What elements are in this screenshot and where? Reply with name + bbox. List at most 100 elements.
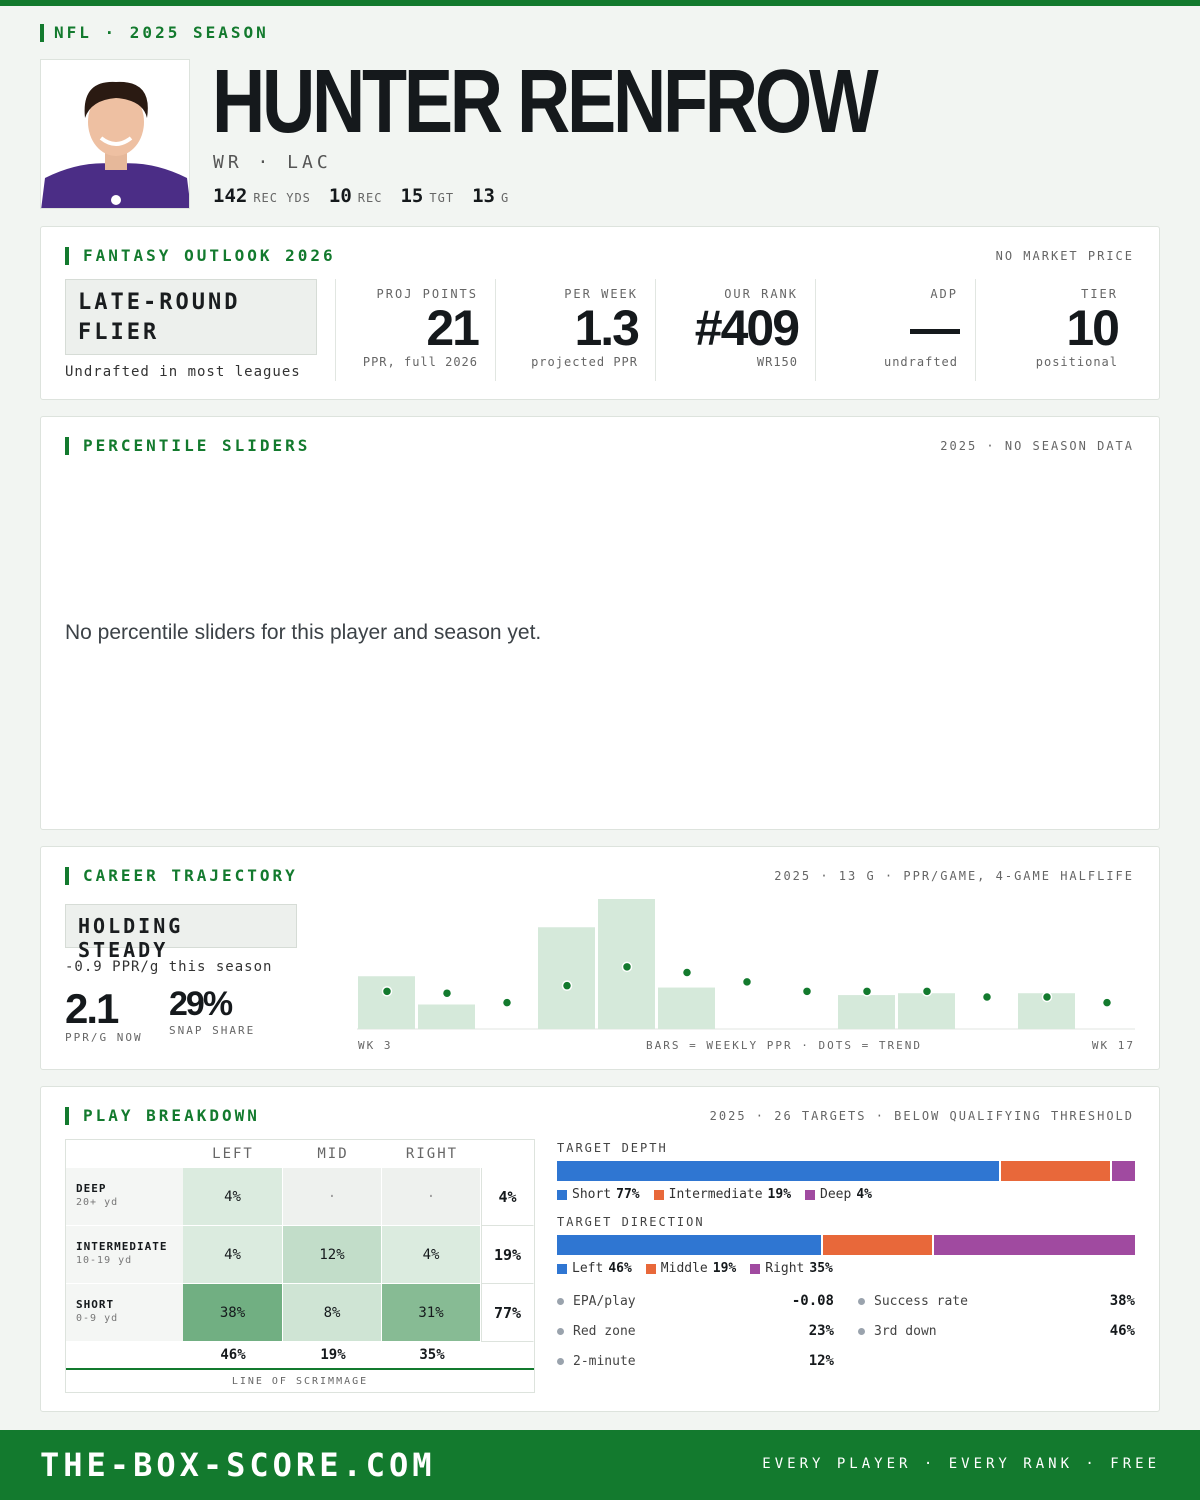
header-stat: 13 G xyxy=(472,185,509,207)
metric-label: OUR RANK xyxy=(724,287,798,301)
row-total: 4% xyxy=(481,1168,534,1226)
stat-label: REC YDS xyxy=(253,191,311,205)
stat-row: Success rate 38% xyxy=(858,1293,1135,1309)
stat-value: 46% xyxy=(1109,1323,1135,1339)
stat-dot xyxy=(557,1297,564,1305)
trend-dot xyxy=(981,991,993,1003)
site-name: THE-BOX-SCORE.COM xyxy=(40,1446,436,1484)
trend-dot xyxy=(621,961,633,973)
legend-item: Left 46% xyxy=(557,1261,632,1276)
section-note: NO MARKET PRICE xyxy=(995,249,1134,263)
section-note: 2025 · NO SEASON DATA xyxy=(940,439,1134,453)
legend-swatch xyxy=(557,1189,567,1200)
header-stat: 15 TGT xyxy=(400,185,454,207)
trend-dot xyxy=(441,987,453,999)
column-total: 46% xyxy=(220,1347,246,1363)
stacked-bar xyxy=(557,1235,1136,1255)
legend-value: 35% xyxy=(809,1261,833,1276)
legend-item: Short 77% xyxy=(557,1187,640,1202)
metric-value: — xyxy=(910,300,960,356)
legend-item: Middle 19% xyxy=(645,1261,737,1276)
legend-name: Left xyxy=(572,1261,604,1276)
badge-note: Undrafted in most leagues xyxy=(65,364,301,380)
legend-name: Deep xyxy=(820,1187,852,1202)
bar-segment xyxy=(1112,1161,1135,1181)
heat-cell: 31% xyxy=(382,1284,481,1342)
stat-value: 12% xyxy=(808,1353,834,1369)
legend-value: 4% xyxy=(856,1187,872,1202)
stat-value: 13 xyxy=(472,185,495,207)
metric-label: PROJ POINTS xyxy=(376,287,478,301)
section-note: 2025 · 26 TARGETS · BELOW QUALIFYING THR… xyxy=(709,1109,1134,1123)
footer: THE-BOX-SCORE.COM EVERY PLAYER · EVERY R… xyxy=(0,1430,1200,1500)
row-name: SHORT xyxy=(76,1298,115,1311)
metric-label: ADP xyxy=(930,287,958,301)
row-label: SHORT 0-9 yd xyxy=(66,1284,183,1342)
metric-value: 1.3 xyxy=(574,300,640,356)
weekly-bar xyxy=(838,995,895,1029)
header-stat: 10 REC xyxy=(329,185,383,207)
stat-dot xyxy=(858,1297,865,1305)
row-total: 77% xyxy=(481,1284,534,1342)
column-total: 19% xyxy=(320,1347,346,1363)
weekly-bar xyxy=(538,927,595,1029)
bar-segment xyxy=(823,1235,933,1255)
player-photo xyxy=(40,59,190,209)
metric-label: PER WEEK xyxy=(564,287,638,301)
percentile-card: PERCENTILE SLIDERS 2025 · NO SEASON DATA… xyxy=(40,416,1160,830)
column-total: 35% xyxy=(419,1347,445,1363)
metric: TIER 10 positional xyxy=(975,279,1135,381)
trend-dot xyxy=(741,976,753,988)
section-title: CAREER TRAJECTORY xyxy=(65,867,298,885)
trend-dot xyxy=(801,986,813,997)
heat-cell: · xyxy=(382,1168,481,1226)
column-label: LEFT xyxy=(212,1146,254,1162)
weekly-bar xyxy=(898,993,955,1029)
breakdown-card: PLAY BREAKDOWN 2025 · 26 TARGETS · BELOW… xyxy=(40,1086,1160,1412)
ppr-now: 2.1 xyxy=(65,985,119,1032)
legend-name: Middle xyxy=(660,1261,708,1276)
legend-item: Right 35% xyxy=(750,1261,833,1276)
section-title: FANTASY OUTLOOK 2026 xyxy=(65,247,336,265)
stacked-bar xyxy=(557,1161,1135,1181)
chart-legend: BARS = WEEKLY PPR · DOTS = TREND xyxy=(646,1039,922,1052)
column-label: MID xyxy=(317,1146,349,1162)
heat-cell: 12% xyxy=(283,1226,382,1284)
bar-legend: Short 77% Intermediate 19% Deep 4% xyxy=(557,1187,872,1202)
stat-label: REC xyxy=(357,191,383,205)
row-label: DEEP 20+ yd xyxy=(66,1168,183,1226)
stat-value: 15 xyxy=(400,185,424,207)
snap-share: 29% xyxy=(169,985,233,1023)
legend-name: Right xyxy=(765,1261,805,1276)
stat-label: EPA/play xyxy=(573,1293,636,1309)
legend-value: 19% xyxy=(712,1261,737,1276)
trend-dot xyxy=(681,967,693,978)
stat-value: 142 xyxy=(213,185,248,207)
legend-value: 46% xyxy=(608,1261,632,1276)
metric-sub: WR150 xyxy=(756,355,798,369)
column-label: RIGHT xyxy=(405,1146,459,1162)
metric-value: 21 xyxy=(426,300,480,356)
legend-item: Intermediate 19% xyxy=(653,1187,791,1202)
trajectory-card: CAREER TRAJECTORY 2025 · 13 G · PPR/GAME… xyxy=(40,846,1160,1070)
stat-label: 3rd down xyxy=(874,1323,937,1339)
section-title: PERCENTILE SLIDERS xyxy=(65,437,310,455)
section-note: 2025 · 13 G · PPR/GAME, 4-GAME HALFLIFE xyxy=(774,869,1134,883)
stat-row: 3rd down 46% xyxy=(858,1323,1135,1339)
legend-swatch xyxy=(750,1263,761,1274)
bar-segment xyxy=(557,1161,999,1181)
heatmap: LEFT MID RIGHT DEEP 20+ yd 4% · · 4% INTERMEDIATE… xyxy=(65,1139,535,1393)
stat-label: 2-minute xyxy=(573,1353,636,1369)
scrimmage-line xyxy=(66,1368,534,1370)
trend-dot xyxy=(381,986,393,997)
row-sub: 10-19 yd xyxy=(76,1255,133,1266)
stat-label: Success rate xyxy=(874,1293,968,1309)
heat-cell: · xyxy=(283,1168,382,1226)
x-start-label: WK 3 xyxy=(358,1039,393,1052)
bar-title: TARGET DEPTH xyxy=(557,1141,668,1155)
metric-sub: undrafted xyxy=(883,355,958,369)
legend-name: Intermediate xyxy=(668,1187,763,1202)
weekly-bar xyxy=(358,976,415,1029)
